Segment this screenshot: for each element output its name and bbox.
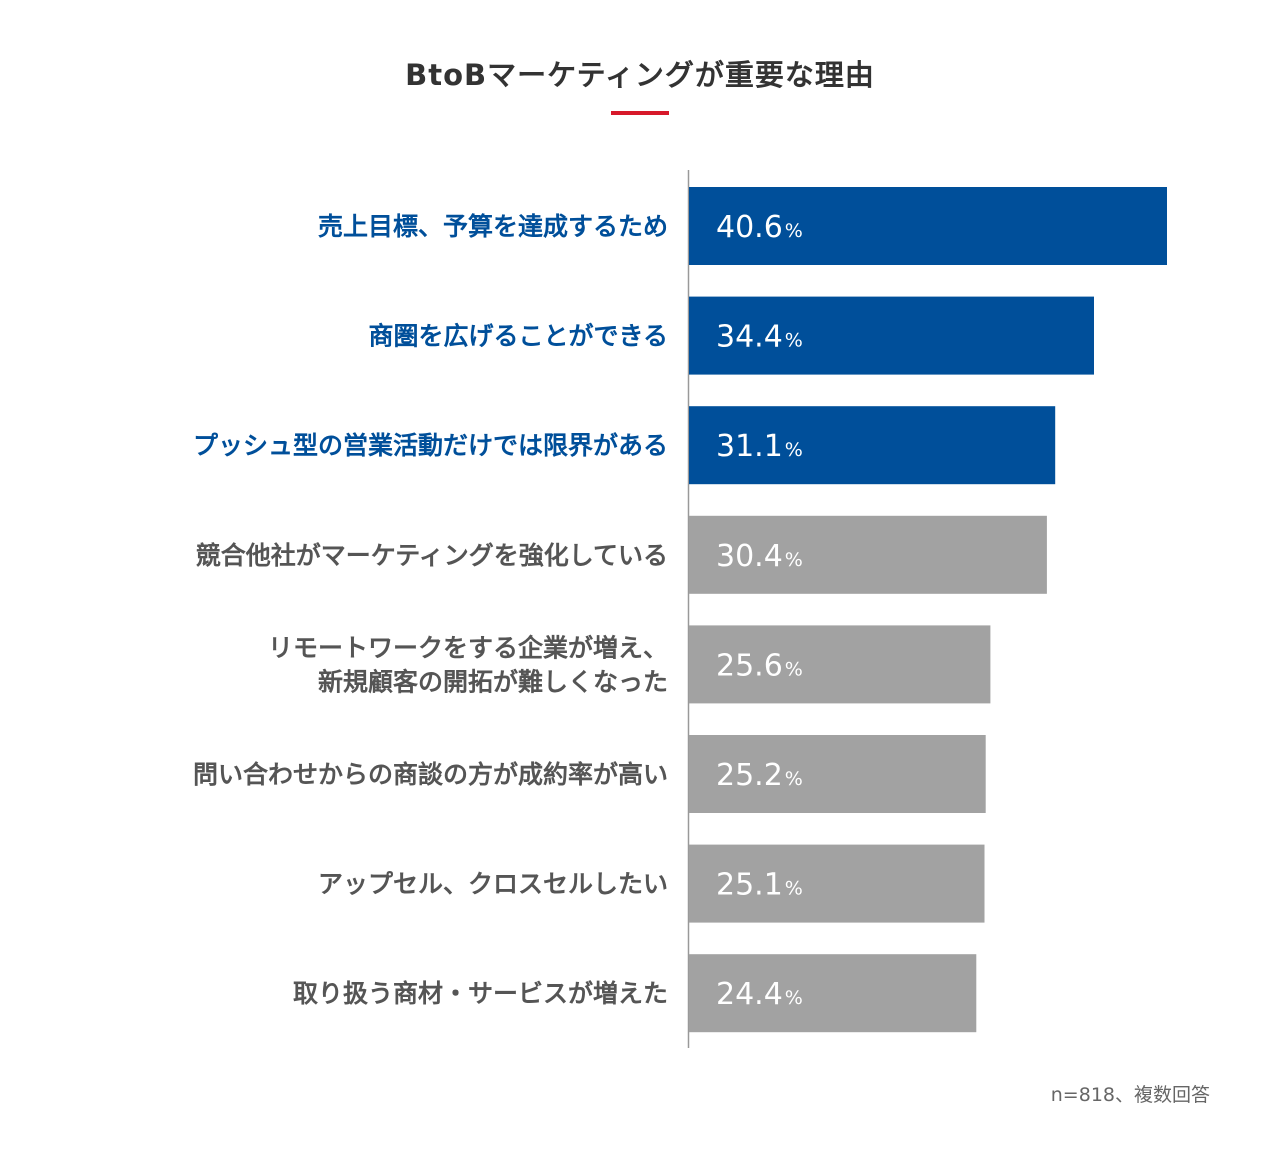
bar-7 [689,844,985,923]
category-label-1: 売上目標、予算を達成するため [318,212,668,241]
bar-8 [689,954,977,1033]
value-unit: % [785,878,803,900]
category-label-3: プッシュ型の営業活動だけでは限界がある [193,431,668,460]
value-label-3: 31.1% [716,429,803,464]
value-unit: % [785,768,803,790]
value-unit: % [785,439,803,461]
category-label-6: 問い合わせからの商談の方が成約率が高い [193,760,668,789]
value-number: 25.6 [716,648,783,683]
chart-title: BtoBマーケティングが重要な理由 [405,58,875,92]
category-label-2: 商圏を広げることができる [368,322,668,351]
value-label-2: 34.4% [716,320,803,355]
value-unit: % [785,658,803,680]
category-label-4: 競合他社がマーケティングを強化している [196,541,668,570]
value-label-6: 25.2% [716,758,803,793]
bar-6 [689,735,986,813]
category-label-5-line-2: 新規顧客の開拓が難しくなった [318,667,668,696]
value-label-4: 30.4% [716,539,803,574]
value-label-1: 40.6% [716,210,803,245]
category-label-7: アップセル、クロスセルしたい [318,870,668,899]
category-labels-group: 売上目標、予算を達成するため商圏を広げることができるプッシュ型の営業活動だけでは… [193,212,668,1008]
bar-4 [689,515,1047,594]
value-number: 25.1 [716,868,783,903]
value-unit: % [785,330,803,352]
value-number: 34.4 [716,320,783,355]
value-unit: % [785,549,803,571]
bars-group: 40.6 %34.4 %31.1 %30.4 %25.6 %25.2 %25.1 %24.4% [689,187,1167,1033]
category-label-8: 取り扱う商材・サービスが増えた [293,979,668,1008]
value-label-7: 25.1% [716,868,803,903]
value-label-8: 24.4% [716,977,803,1012]
value-number: 24.4 [716,977,783,1012]
title-underline [611,111,669,115]
value-label-5: 25.6% [716,648,803,683]
bar-1 [689,187,1167,265]
value-number: 30.4 [716,539,783,574]
sample-note: n=818、複数回答 [1050,1084,1210,1106]
value-number: 25.2 [716,758,783,793]
category-label-5-line-1: リモートワークをする企業が増え、 [268,633,668,662]
value-number: 31.1 [716,429,783,464]
bar-3 [689,406,1056,485]
value-unit: % [785,220,803,242]
value-unit: % [785,987,803,1009]
bar-2 [689,296,1094,375]
value-number: 40.6 [716,210,783,245]
bar-5 [689,625,991,704]
